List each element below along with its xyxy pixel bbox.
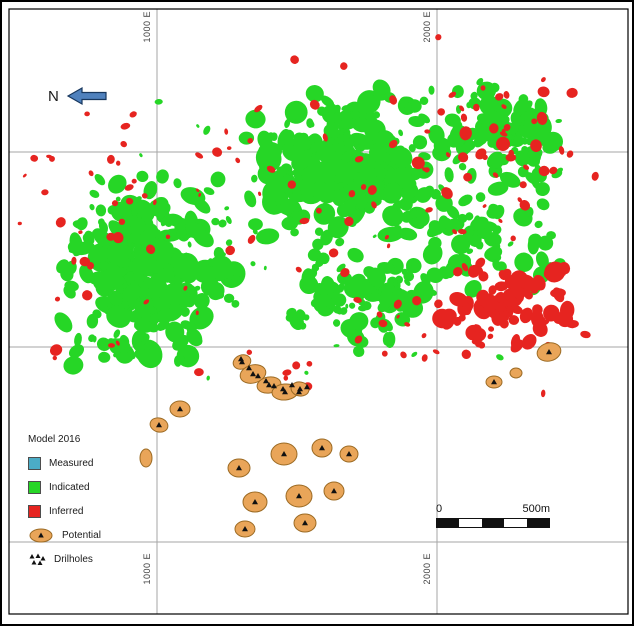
legend-item-label: Inferred (49, 505, 84, 517)
legend-title: Model 2016 (28, 434, 81, 445)
scale-bar-zero-label: 0 (436, 503, 443, 515)
legend-item-potential: Potential (28, 527, 101, 543)
inferred-swatch (28, 504, 41, 518)
legend-item-drillholes: Drilholes (28, 551, 101, 567)
north-arrow-icon (66, 86, 107, 106)
easting-label-2000-top: 2000 E (422, 11, 432, 43)
scale-bar-segments (436, 518, 550, 528)
legend-item-label: Indicated (49, 481, 90, 493)
potential-blob-icon (28, 527, 54, 544)
legend-item-label: Potential (62, 529, 101, 541)
legend-item-label: Drilholes (54, 553, 93, 565)
scale-bar-distance-label: 500m (522, 503, 550, 515)
easting-label-1000-bottom: 1000 E (142, 553, 152, 585)
easting-label-1000-top: 1000 E (142, 11, 152, 43)
legend-item-label: Measured (49, 457, 94, 469)
measured-swatch (28, 456, 41, 470)
legend: Model 2016 Measured Indicated Inferred P… (28, 434, 101, 567)
scale-bar: 0 500m (436, 503, 550, 528)
north-indicator: N (48, 86, 108, 106)
easting-label-2000-bottom: 2000 E (422, 553, 432, 585)
legend-item-inferred: Inferred (28, 503, 101, 519)
legend-item-measured: Measured (28, 455, 101, 471)
north-label: N (48, 87, 59, 105)
legend-item-indicated: Indicated (28, 479, 101, 495)
indicated-swatch (28, 480, 41, 494)
drillholes-icon (28, 553, 46, 566)
